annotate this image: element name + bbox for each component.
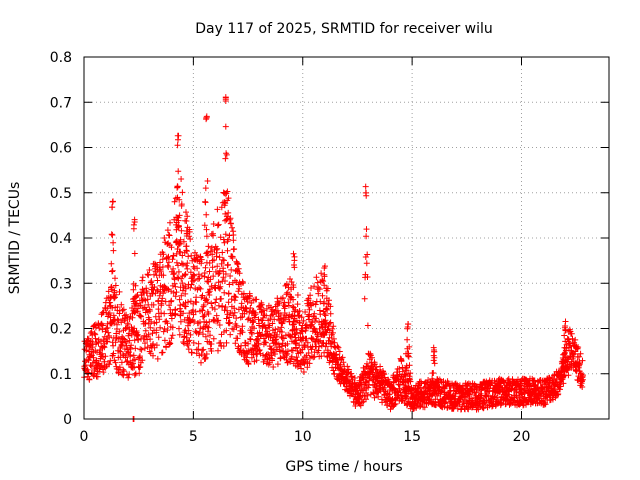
y-tick-label: 0.6 xyxy=(50,141,72,157)
y-tick-label: 0.1 xyxy=(50,367,72,383)
y-tick-label: 0.2 xyxy=(50,322,72,338)
y-tick-label: 0.5 xyxy=(50,186,72,202)
axis-ticks xyxy=(83,56,609,420)
x-tick-label: 10 xyxy=(294,429,312,445)
chart-title: Day 117 of 2025, SRMTID for receiver wil… xyxy=(195,21,493,37)
y-tick-label: 0.3 xyxy=(50,276,72,292)
x-tick-label: 20 xyxy=(513,429,531,445)
x-tick-label: 15 xyxy=(403,429,421,445)
x-axis-label: GPS time / hours xyxy=(285,459,402,475)
y-axis-label: SRMTID / TECUs xyxy=(7,182,23,295)
x-tick-label: 0 xyxy=(80,429,89,445)
y-tick-label: 0.8 xyxy=(50,50,72,66)
y-tick-label: 0.7 xyxy=(50,95,72,111)
grid-lines xyxy=(84,57,609,419)
y-tick-label: 0.4 xyxy=(50,231,72,247)
x-tick-label: 5 xyxy=(189,429,198,445)
y-tick-label: 0 xyxy=(63,412,72,428)
tick-labels: 0 0.1 0.2 0.3 0.4 0.5 0.6 0.7 0.8 0 5 10 15 20 xyxy=(50,50,531,445)
